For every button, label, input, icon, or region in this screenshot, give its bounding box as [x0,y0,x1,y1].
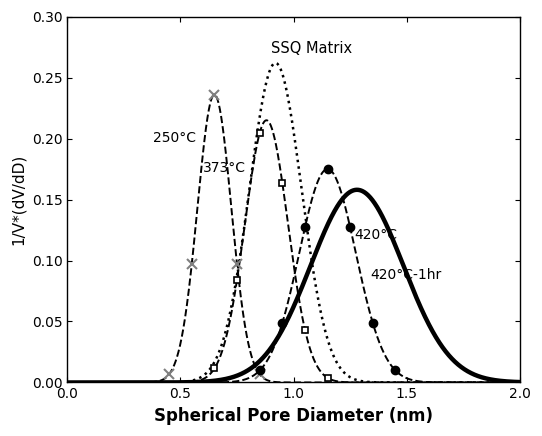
Text: 420°C-1hr: 420°C-1hr [371,269,442,283]
Text: 373°C: 373°C [203,161,246,175]
Y-axis label: 1/V*(dV/dD): 1/V*(dV/dD) [11,154,26,245]
Text: 250°C: 250°C [153,131,196,145]
Text: SSQ Matrix: SSQ Matrix [271,41,352,56]
X-axis label: Spherical Pore Diameter (nm): Spherical Pore Diameter (nm) [154,407,433,425]
Text: 420°C: 420°C [354,228,398,242]
